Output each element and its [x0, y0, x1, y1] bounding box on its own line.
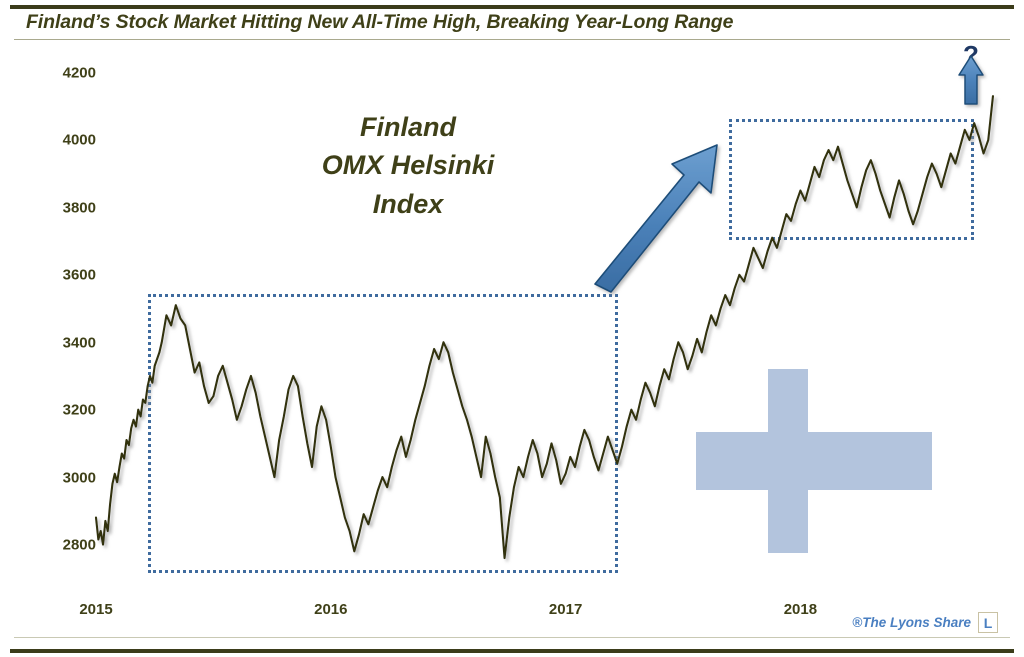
finland-flag-watermark [696, 369, 932, 553]
y-axis-tick-3400: 3400 [62, 334, 96, 352]
index-annotation-line-1: Finland [359, 112, 456, 142]
flag-vertical-bar [768, 369, 808, 553]
page-title: Finland’s Stock Market Hitting New All-T… [26, 11, 734, 33]
range-box-year-long [729, 119, 974, 240]
y-axis-tick-3800: 3800 [62, 199, 96, 217]
brand-watermark-logo: L [978, 612, 998, 633]
y-axis-tick-3200: 3200 [62, 401, 96, 419]
x-axis-tick-2016: 2016 [314, 601, 348, 618]
frame-bottom-border [10, 649, 1014, 653]
y-axis-tick-3600: 3600 [62, 266, 96, 284]
brand-watermark: ®The Lyons Share L [852, 612, 998, 633]
flag-horizontal-bar [696, 432, 932, 490]
x-axis-tick-2017: 2017 [548, 601, 583, 618]
index-annotation: Finland OMX Helsinki Index [322, 108, 495, 223]
index-annotation-line-2: OMX Helsinki [321, 150, 495, 181]
footer-divider [14, 637, 1010, 638]
x-axis-tick-2018: 2018 [783, 601, 818, 618]
frame-top-border [10, 5, 1014, 9]
y-axis: 2800 3000 3200 3400 3600 3800 4000 4200 [0, 0, 96, 560]
y-axis-tick-4000: 4000 [62, 131, 96, 149]
title-divider [14, 39, 1010, 40]
question-mark-annotation: ? [963, 40, 979, 70]
y-axis-tick-2800: 2800 [62, 536, 96, 554]
index-annotation-line-3: Index [372, 188, 444, 219]
range-box-prior [148, 294, 618, 573]
brand-watermark-text: ®The Lyons Share [852, 615, 971, 630]
uptrend-arrow [594, 144, 718, 293]
y-axis-tick-4200: 4200 [62, 64, 96, 82]
x-axis-tick-2015: 2015 [79, 601, 113, 618]
y-axis-tick-3000: 3000 [62, 469, 96, 487]
